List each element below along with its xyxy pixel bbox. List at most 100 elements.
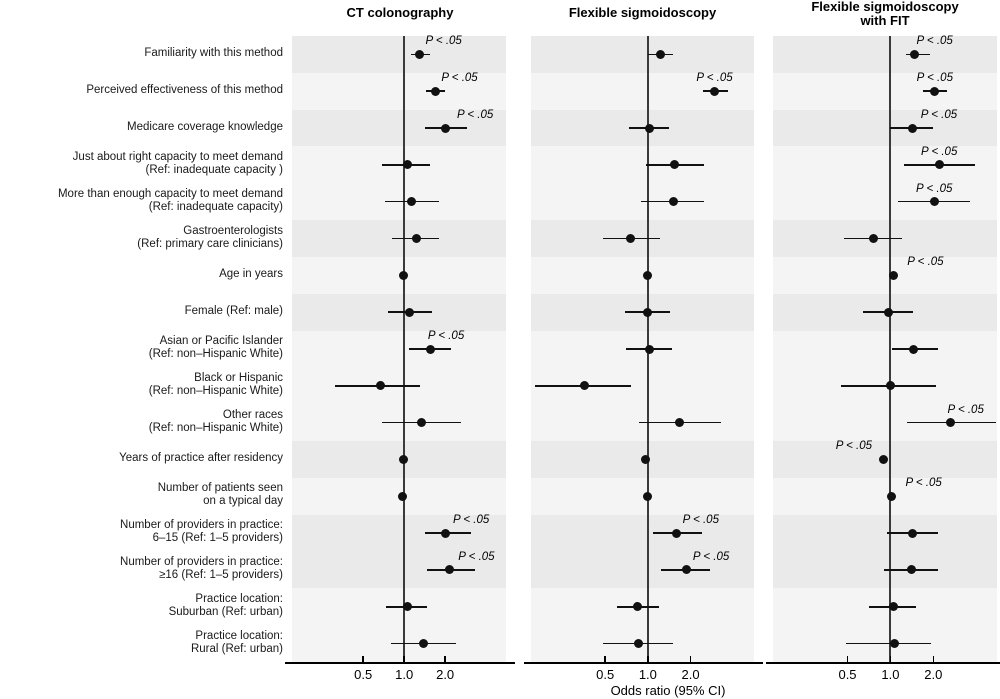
row-label: Perceived effectiveness of this method bbox=[2, 84, 283, 97]
x-tick-label: 2.0 bbox=[681, 667, 700, 682]
or-point bbox=[641, 454, 651, 464]
panel-flexible-sigmoidoscopy-with-fit: P < .05 P < .05 P < .05 P < .05 P < .05 P < .… bbox=[766, 0, 1000, 699]
x-tick-label: 2.0 bbox=[436, 667, 455, 682]
significance-label: P < .05 bbox=[920, 109, 958, 122]
row-label-line: (Ref: inadequate capacity ) bbox=[145, 163, 283, 176]
or-point bbox=[633, 602, 643, 612]
stripe-band bbox=[773, 146, 997, 221]
or-point bbox=[416, 418, 426, 428]
x-tick bbox=[932, 656, 935, 662]
stripe-band bbox=[531, 36, 754, 73]
or-point bbox=[644, 123, 654, 133]
row-label-line: Familiarity with this method bbox=[144, 46, 283, 59]
row-label-line: Perceived effectiveness of this method bbox=[86, 83, 283, 96]
x-tick-label: 0.5 bbox=[354, 667, 373, 682]
significance-label: P < .05 bbox=[905, 477, 942, 490]
row-label-line: Age in years bbox=[219, 267, 283, 280]
row-label-line: Practice location: bbox=[195, 629, 283, 642]
row-label-line: More than enough capacity to meet demand bbox=[57, 187, 283, 200]
stripe-band bbox=[531, 588, 754, 662]
row-label-line: Suburban (Ref: urban) bbox=[168, 605, 283, 618]
or-point bbox=[655, 49, 665, 59]
significance-label: P < .05 bbox=[916, 35, 953, 48]
x-tick-label: 1.0 bbox=[638, 667, 657, 682]
or-point bbox=[375, 381, 385, 391]
or-point bbox=[406, 197, 416, 207]
x-tick-label: 1.0 bbox=[395, 667, 414, 682]
row-label-line: Years of practice after residency bbox=[119, 451, 283, 464]
x-tick bbox=[846, 656, 849, 662]
significance-label: P < .05 bbox=[452, 514, 490, 527]
or-point bbox=[415, 49, 425, 59]
panel-title-ct-colonography: CT colonography bbox=[346, 5, 454, 20]
or-point bbox=[672, 528, 682, 538]
or-point bbox=[909, 344, 919, 354]
or-point bbox=[669, 197, 679, 207]
x-tick-label: 0.5 bbox=[838, 667, 857, 682]
or-point bbox=[444, 565, 454, 575]
significance-label: P < .05 bbox=[427, 330, 465, 342]
row-label: Gastroenterologists (Ref: primary care cl… bbox=[2, 225, 283, 251]
or-point bbox=[908, 123, 918, 133]
row-label: Black or Hispanic (Ref: non–Hispanic Whit… bbox=[2, 372, 283, 398]
or-point bbox=[405, 307, 415, 317]
stripe-band bbox=[292, 36, 506, 73]
or-point bbox=[440, 528, 450, 538]
or-point bbox=[946, 418, 956, 428]
or-point bbox=[710, 86, 719, 96]
row-label-line: ≥16 (Ref: 1–5 providers) bbox=[159, 568, 283, 581]
or-point bbox=[399, 454, 409, 464]
or-point bbox=[929, 197, 939, 207]
significance-label: P < .05 bbox=[692, 550, 730, 563]
x-tick bbox=[889, 656, 892, 662]
stripe-band bbox=[531, 514, 754, 589]
row-label-line: (Ref: inadequate capacity) bbox=[148, 200, 283, 213]
row-label: Other races (Ref: non–Hispanic White) bbox=[2, 409, 283, 435]
or-point bbox=[888, 270, 898, 280]
significance-label: P < .05 bbox=[696, 72, 733, 85]
or-point bbox=[643, 491, 653, 501]
x-tick bbox=[362, 656, 364, 662]
row-label: Number of providers in practice: 6–15 (Re… bbox=[2, 519, 283, 545]
row-label-line: Medicare coverage knowledge bbox=[127, 120, 283, 133]
row-label: Just about right capacity to meet demand… bbox=[2, 151, 283, 177]
row-label-line: Number of providers in practice: bbox=[120, 519, 283, 532]
significance-label: P < .05 bbox=[947, 403, 984, 416]
row-label-line: Gastroenterologists bbox=[183, 224, 283, 237]
panel-ct-colonography: P < .05 P < .05 P < .05 P < .05 P < .05 P < .… bbox=[285, 0, 515, 699]
panel-title-line: with FIT bbox=[860, 13, 910, 28]
x-axis-title: Odds ratio (95% CI) bbox=[610, 683, 726, 698]
significance-label: P < .05 bbox=[921, 145, 958, 158]
or-point bbox=[930, 86, 940, 96]
panel-title-flexible-sigmoidoscopy: Flexible sigmoidoscopy bbox=[568, 5, 717, 20]
row-label-line: Practice location: bbox=[195, 592, 283, 605]
or-point bbox=[934, 160, 944, 170]
x-axis bbox=[766, 662, 1000, 664]
row-label: More than enough capacity to meet demand… bbox=[2, 188, 283, 214]
or-point bbox=[887, 491, 897, 501]
or-point bbox=[626, 234, 636, 244]
row-label: Years of practice after residency bbox=[2, 452, 283, 465]
or-point bbox=[431, 86, 441, 96]
or-point bbox=[411, 234, 421, 244]
or-point bbox=[910, 49, 920, 59]
or-point bbox=[907, 565, 917, 575]
significance-label: P < .05 bbox=[835, 440, 873, 453]
stripe-band bbox=[292, 146, 506, 221]
row-label-line: on a typical day bbox=[203, 495, 283, 508]
or-point bbox=[643, 307, 653, 317]
or-point bbox=[868, 234, 878, 244]
stripe-band bbox=[773, 588, 997, 662]
panel-title-line: Flexible sigmoidoscopy bbox=[811, 0, 959, 14]
significance-label: P < .05 bbox=[441, 72, 478, 85]
reference-line bbox=[403, 36, 406, 662]
stripe-band bbox=[531, 146, 754, 221]
x-tick-label: 2.0 bbox=[924, 667, 943, 682]
row-label-line: Black or Hispanic bbox=[194, 371, 283, 384]
significance-label: P < .05 bbox=[458, 550, 495, 563]
or-point bbox=[681, 565, 691, 575]
row-label-line: 6–15 (Ref: 1–5 providers) bbox=[152, 532, 283, 545]
x-tick-label: 0.5 bbox=[596, 667, 615, 682]
row-label: Practice location: Rural (Ref: urban) bbox=[2, 630, 283, 656]
